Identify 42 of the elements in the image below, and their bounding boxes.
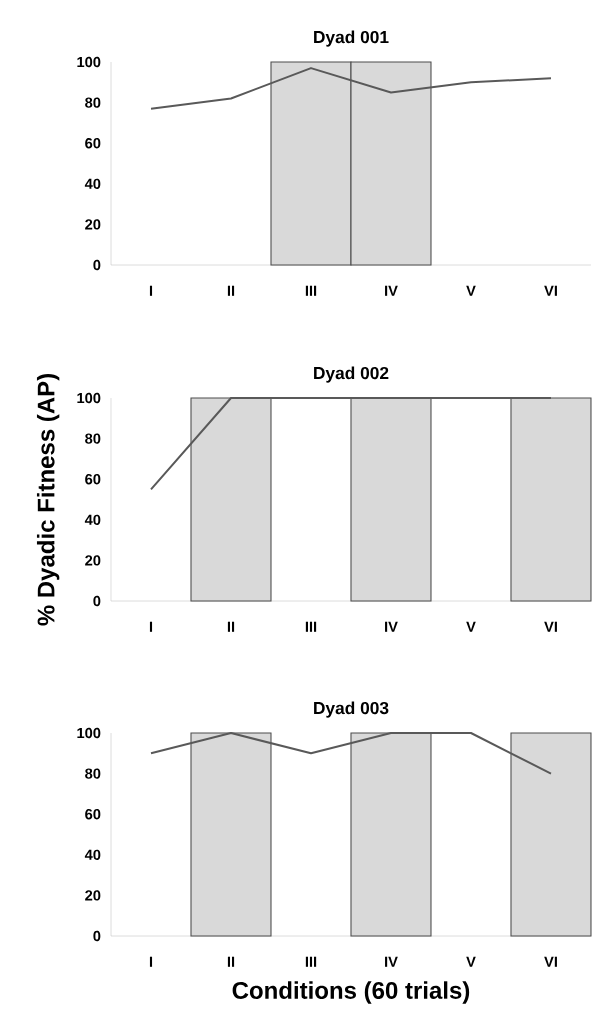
x-tick-label: II — [227, 956, 235, 967]
x-tick-label: II — [227, 621, 235, 632]
x-tick-label: III — [305, 956, 317, 967]
x-tick-label: VI — [544, 621, 557, 632]
y-tick-label: 40 — [84, 849, 101, 860]
y-tick-label: 100 — [77, 392, 101, 404]
x-tick-label: V — [466, 621, 476, 632]
y-tick-label: 0 — [93, 595, 101, 607]
chart-title: Dyad 002 — [314, 366, 389, 383]
x-tick-label: III — [305, 285, 317, 296]
y-tick-label: 100 — [77, 727, 101, 739]
y-tick-label: 80 — [85, 433, 101, 444]
x-tick-label: VI — [544, 956, 557, 967]
x-tick-label: VI — [544, 285, 557, 296]
x-tick-label: II — [227, 285, 235, 296]
y-tick-label: 20 — [85, 219, 101, 230]
y-tick-label: 0 — [93, 259, 101, 271]
y-tick-label: 60 — [85, 138, 101, 149]
chart-title: Dyad 001 — [314, 30, 389, 47]
y-tick-label: 100 — [77, 56, 101, 68]
x-tick-label: IV — [385, 621, 398, 632]
chart-title: Dyad 003 — [314, 701, 389, 718]
x-tick-label: V — [466, 956, 476, 967]
y-tick-label: 60 — [85, 474, 101, 485]
y-tick-label: 0 — [93, 930, 101, 942]
y-tick-label: 20 — [85, 890, 101, 901]
y-tick-label: 80 — [85, 768, 101, 779]
y-axis-title: % Dyadic Fitness (AP) — [36, 374, 60, 626]
y-tick-label: 40 — [84, 514, 101, 526]
x-tick-label: I — [149, 285, 153, 296]
x-tick-label: IV — [385, 285, 398, 296]
x-tick-label: I — [149, 956, 153, 967]
x-tick-label: V — [466, 285, 476, 296]
x-axis-title: Conditions (60 trials) — [232, 981, 470, 1004]
line-series — [150, 67, 552, 110]
x-tick-label: I — [149, 621, 153, 632]
y-tick-label: 20 — [85, 555, 101, 566]
y-tick-label: 80 — [85, 97, 101, 108]
x-tick-label: III — [305, 621, 317, 632]
y-tick-label: 60 — [85, 809, 101, 820]
x-tick-label: IV — [385, 956, 398, 967]
y-tick-label: 40 — [84, 178, 101, 190]
